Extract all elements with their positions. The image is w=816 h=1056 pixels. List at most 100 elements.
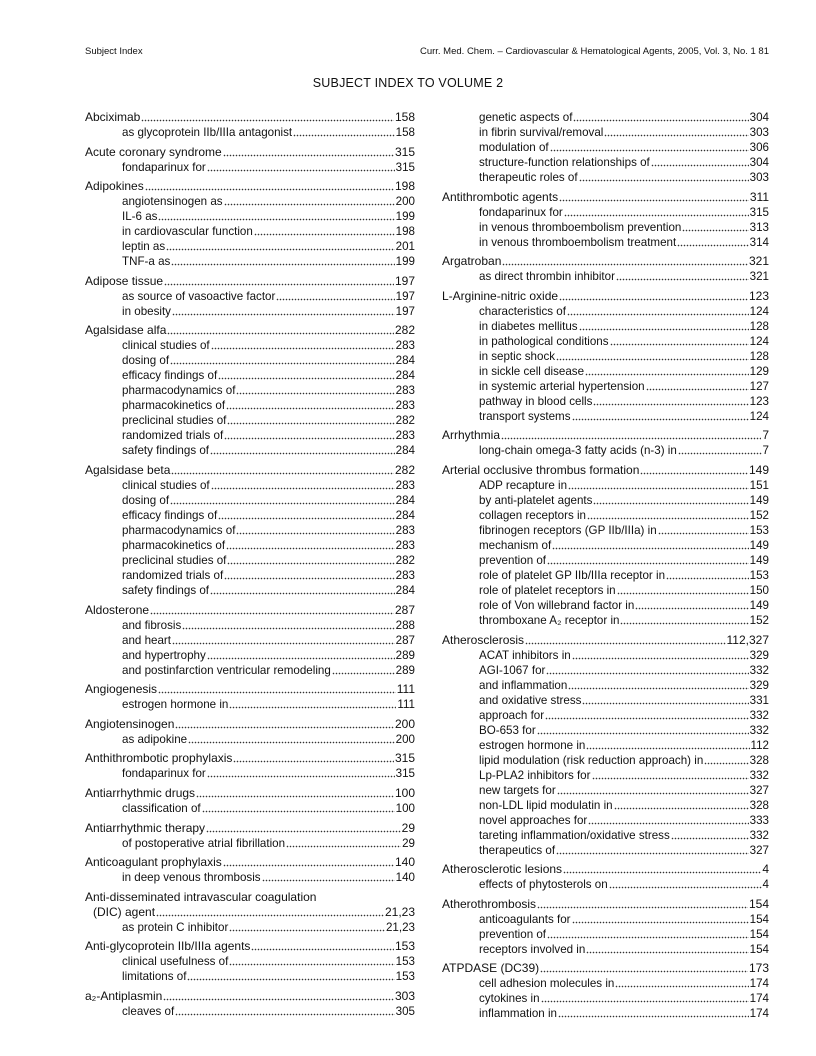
page-numbers: 149	[749, 538, 769, 552]
sub-entry: clinical usefulness of 153	[85, 954, 415, 969]
sub-entry: in venous thromboembolism treatment 314	[442, 235, 769, 250]
page-numbers: 153	[749, 523, 769, 537]
index-entry-group: Arterial occlusive thrombus formation 149…	[442, 463, 769, 628]
sub-entry: as adipokine 200	[85, 732, 415, 747]
index-entry-group: Atherothrombosis 154 anticoagulants for 154…	[442, 897, 769, 957]
sub-entry: long-chain omega-3 fatty acids (n-3) in 7	[442, 443, 769, 458]
index-term: Lp-PLA2 inhibitors for	[479, 768, 591, 782]
dot-leader	[261, 873, 395, 883]
dot-leader	[222, 147, 394, 157]
page-numbers: 100	[395, 801, 415, 815]
index-entry-group: Anticoagulant prophylaxis 140 in deep veno…	[85, 855, 415, 885]
sub-entry: dosing of 284	[85, 353, 415, 368]
sub-entry: anticoagulants for 154	[442, 912, 769, 927]
dot-leader	[540, 964, 748, 974]
main-entry: Abciximab 158	[85, 110, 415, 125]
index-term: fondaparinux for	[122, 767, 206, 781]
index-term: efficacy findings of	[122, 508, 218, 522]
page-numbers: 314	[749, 235, 769, 249]
dot-leader	[556, 845, 749, 855]
page-numbers: 304	[749, 111, 769, 124]
page-numbers: 287	[395, 633, 415, 647]
page-numbers: 303	[749, 126, 769, 139]
index-term: as adipokine	[122, 732, 188, 746]
sub-entry: pharmacokinetics of 283	[85, 538, 415, 553]
index-term: as glycoprotein IIb/IIIa antagonist	[122, 126, 293, 139]
page-numbers: 7	[762, 444, 769, 458]
dot-leader	[571, 650, 749, 660]
index-term: Abciximab	[85, 110, 141, 124]
page-numbers: 284	[395, 354, 415, 368]
page-numbers: 331	[749, 693, 769, 707]
dot-leader	[175, 719, 394, 729]
dot-leader	[588, 815, 749, 825]
dot-leader	[615, 272, 749, 282]
index-term: angiotensinogen as	[122, 195, 223, 209]
dot-leader	[571, 411, 749, 421]
sub-entry: and heart 287	[85, 633, 415, 648]
page-numbers: 197	[395, 289, 415, 303]
dot-leader	[556, 785, 749, 795]
page-numbers: 328	[749, 798, 769, 812]
index-term: Atherosclerosis	[442, 632, 525, 647]
sub-entry: estrogen hormone in 112	[442, 738, 769, 753]
dot-leader	[206, 823, 401, 833]
index-term: and heart	[122, 633, 171, 647]
dot-leader	[586, 944, 749, 954]
sub-entry: BO-653 for 332	[442, 723, 769, 738]
sub-entry: fondaparinux for 315	[442, 205, 769, 220]
page-numbers: 198	[394, 179, 415, 194]
index-term: collagen receptors in	[479, 508, 586, 522]
dot-leader	[677, 237, 749, 247]
index-term: limitations of	[122, 970, 187, 984]
dot-leader	[150, 605, 394, 615]
dot-leader	[229, 922, 385, 932]
index-column-left: Abciximab 158 as glycoprotein IIb/IIIa ant…	[85, 110, 415, 1024]
index-term: clinical studies of	[122, 339, 210, 353]
page-numbers: 152	[749, 508, 769, 522]
page-numbers: 21,23	[384, 904, 415, 919]
sub-entry: in sickle cell disease 129	[442, 364, 769, 379]
main-entry: Angiotensinogen 200	[85, 717, 415, 732]
sub-entry: fondaparinux for 315	[85, 160, 415, 175]
sub-entry: collagen receptors in 152	[442, 508, 769, 523]
sub-entry: in fibrin survival/removal 303	[442, 125, 769, 140]
index-term: of postoperative atrial fibrillation	[122, 836, 286, 850]
page-numbers: 303	[394, 988, 415, 1003]
dot-leader	[549, 143, 749, 152]
index-term: non-LDL lipid modulatin in	[479, 798, 613, 812]
dot-leader	[156, 907, 384, 917]
page-numbers: 328	[749, 753, 769, 767]
sub-entry: therapeutic roles of 303	[442, 170, 769, 185]
dot-leader	[525, 635, 726, 645]
dot-leader	[206, 650, 395, 660]
dot-leader	[566, 306, 749, 316]
sub-entry: pharmacodynamics of 283	[85, 523, 415, 538]
main-entry: Arterial occlusive thrombus formation 149	[442, 463, 769, 478]
dot-leader	[206, 769, 395, 779]
dot-leader	[645, 381, 749, 391]
index-entry-group: ATPDASE (DC39) 173 cell adhesion molecules…	[442, 961, 769, 1021]
index-term: L-Arginine-nitric oxide	[442, 288, 559, 303]
index-term: by anti-platelet agents	[479, 493, 593, 507]
dot-leader	[188, 734, 395, 744]
dot-leader	[210, 446, 395, 456]
page-numbers: 304	[749, 156, 769, 169]
dot-leader	[163, 991, 394, 1001]
index-term: in deep venous thrombosis	[122, 871, 261, 885]
sub-entry: novel approaches for 333	[442, 813, 769, 828]
main-entry: Angiogenesis 111	[85, 682, 415, 697]
page-numbers: 124	[749, 409, 769, 423]
main-entry: Arrhythmia 7	[442, 428, 769, 443]
dot-leader	[253, 227, 395, 237]
index-term: clinical studies of	[122, 478, 210, 492]
dot-leader	[670, 830, 749, 840]
index-term: transport systems	[479, 409, 571, 423]
dot-leader	[164, 276, 394, 286]
dot-leader	[657, 525, 749, 535]
page-numbers: 173	[748, 961, 769, 976]
sub-entry: in systemic arterial hypertension 127	[442, 379, 769, 394]
sub-entry: randomized trials of 283	[85, 568, 415, 583]
index-entry-group: Anti-disseminated intravascular coagulat…	[85, 890, 415, 935]
dot-leader	[251, 942, 394, 952]
